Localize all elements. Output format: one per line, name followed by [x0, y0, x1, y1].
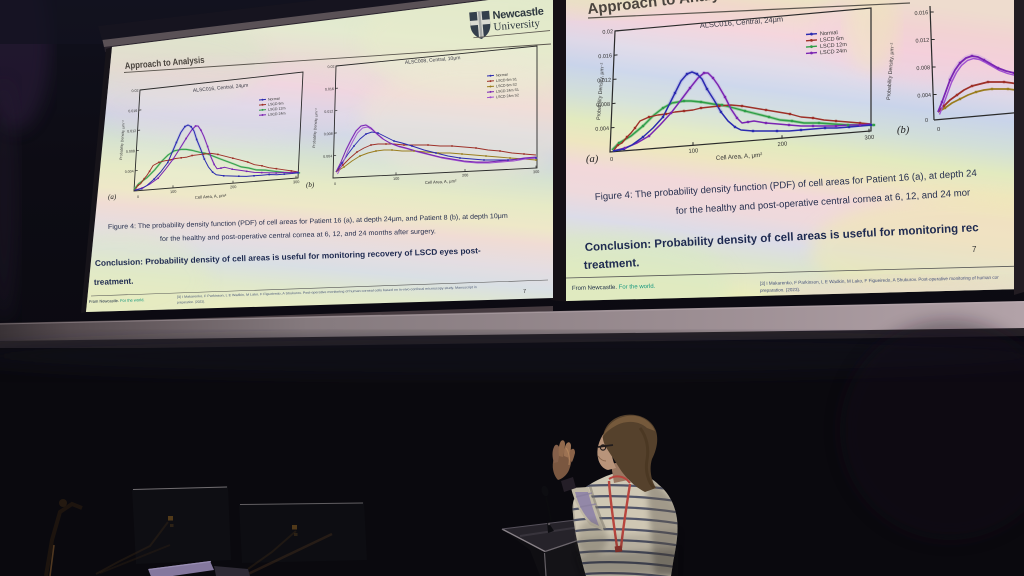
svg-text:Probability Density, μm⁻²: Probability Density, μm⁻²: [119, 119, 126, 160]
svg-text:200: 200: [777, 141, 787, 148]
svg-text:Normal: Normal: [268, 97, 280, 102]
svg-text:100: 100: [170, 190, 177, 194]
svg-text:0.012: 0.012: [127, 129, 136, 134]
svg-text:0.02: 0.02: [602, 29, 613, 36]
svg-text:(b): (b): [897, 125, 910, 136]
svg-text:Probability Density, μm⁻²: Probability Density, μm⁻²: [312, 107, 319, 148]
svg-text:Normal: Normal: [820, 30, 838, 37]
svg-text:0: 0: [137, 195, 139, 199]
svg-text:Newcastle: Newcastle: [492, 6, 544, 22]
svg-text:300: 300: [533, 170, 540, 174]
svg-text:0.004: 0.004: [323, 154, 332, 159]
svg-text:0: 0: [334, 182, 336, 186]
svg-text:LSCD 6m: LSCD 6m: [820, 36, 845, 44]
svg-text:0: 0: [610, 157, 613, 163]
svg-text:0.008: 0.008: [324, 132, 333, 137]
svg-text:LSCD 6m S1: LSCD 6m S1: [496, 77, 517, 83]
svg-text:LSCD 24m: LSCD 24m: [268, 111, 286, 117]
svg-text:100: 100: [688, 148, 698, 155]
svg-text:preparation. (2023).: preparation. (2023).: [760, 287, 800, 293]
svg-text:Probability Density, μm⁻²: Probability Density, μm⁻²: [596, 62, 606, 120]
svg-text:LSCD 24m S2: LSCD 24m S2: [496, 93, 519, 99]
svg-text:0: 0: [937, 127, 940, 133]
svg-text:0.004: 0.004: [125, 169, 134, 174]
svg-text:0.008: 0.008: [126, 149, 135, 154]
svg-text:0.004: 0.004: [917, 93, 931, 100]
svg-text:From Newcastle. For the world.: From Newcastle. For the world.: [572, 284, 656, 292]
svg-text:LSCD 24m S1: LSCD 24m S1: [496, 88, 519, 94]
svg-text:300: 300: [864, 135, 874, 142]
svg-text:[3] I Makarenko, F Parkinson,: [3] I Makarenko, F Parkinson, L E Wadkin…: [760, 275, 999, 286]
svg-text:0.02: 0.02: [131, 89, 138, 93]
svg-text:treatment.: treatment.: [584, 257, 640, 272]
svg-text:Cell Area, A, μm²: Cell Area, A, μm²: [425, 178, 457, 185]
svg-text:Cell Area, A, μm²: Cell Area, A, μm²: [716, 152, 763, 162]
svg-text:0.016: 0.016: [325, 87, 334, 92]
svg-text:100: 100: [393, 177, 400, 181]
svg-text:LSCD 24m: LSCD 24m: [820, 48, 848, 56]
svg-text:0: 0: [925, 118, 928, 124]
svg-text:200: 200: [462, 173, 469, 177]
svg-text:300: 300: [293, 180, 300, 184]
svg-text:LSCD 6m S2: LSCD 6m S2: [496, 83, 517, 89]
svg-text:7: 7: [972, 245, 977, 254]
svg-text:Probability Density, μm⁻²: Probability Density, μm⁻²: [886, 42, 896, 100]
svg-text:(b): (b): [306, 181, 315, 189]
svg-text:preparation. (2023).: preparation. (2023).: [177, 300, 205, 305]
svg-text:200: 200: [230, 185, 237, 189]
svg-text:0.016: 0.016: [128, 109, 137, 114]
svg-text:0.008: 0.008: [916, 65, 930, 72]
svg-text:LSCD 6m: LSCD 6m: [268, 101, 284, 106]
svg-text:0.008: 0.008: [596, 102, 610, 109]
svg-text:LSCD 12m: LSCD 12m: [820, 42, 848, 50]
svg-text:0.012: 0.012: [915, 38, 929, 45]
svg-text:(a): (a): [108, 193, 117, 201]
svg-text:treatment.: treatment.: [94, 277, 134, 287]
svg-text:0.016: 0.016: [598, 53, 612, 60]
svg-text:0.02: 0.02: [327, 65, 334, 69]
svg-text:0.016: 0.016: [914, 10, 928, 17]
svg-text:(a): (a): [586, 154, 599, 165]
svg-text:0.012: 0.012: [597, 78, 611, 85]
svg-text:Normal: Normal: [496, 73, 508, 78]
svg-text:ALSC016, Central, 24μm: ALSC016, Central, 24μm: [193, 83, 249, 94]
svg-text:0.012: 0.012: [324, 109, 333, 114]
svg-text:LSCD 12m: LSCD 12m: [268, 106, 286, 112]
svg-text:From Newcastle. For the world.: From Newcastle. For the world.: [89, 297, 145, 304]
svg-text:7: 7: [523, 289, 526, 295]
svg-text:Cell Area, A, μm²: Cell Area, A, μm²: [195, 193, 227, 200]
svg-text:University: University: [493, 17, 541, 33]
svg-text:0.004: 0.004: [595, 126, 609, 133]
svg-text:ALSC008, Central, 10μm: ALSC008, Central, 10μm: [405, 55, 461, 66]
